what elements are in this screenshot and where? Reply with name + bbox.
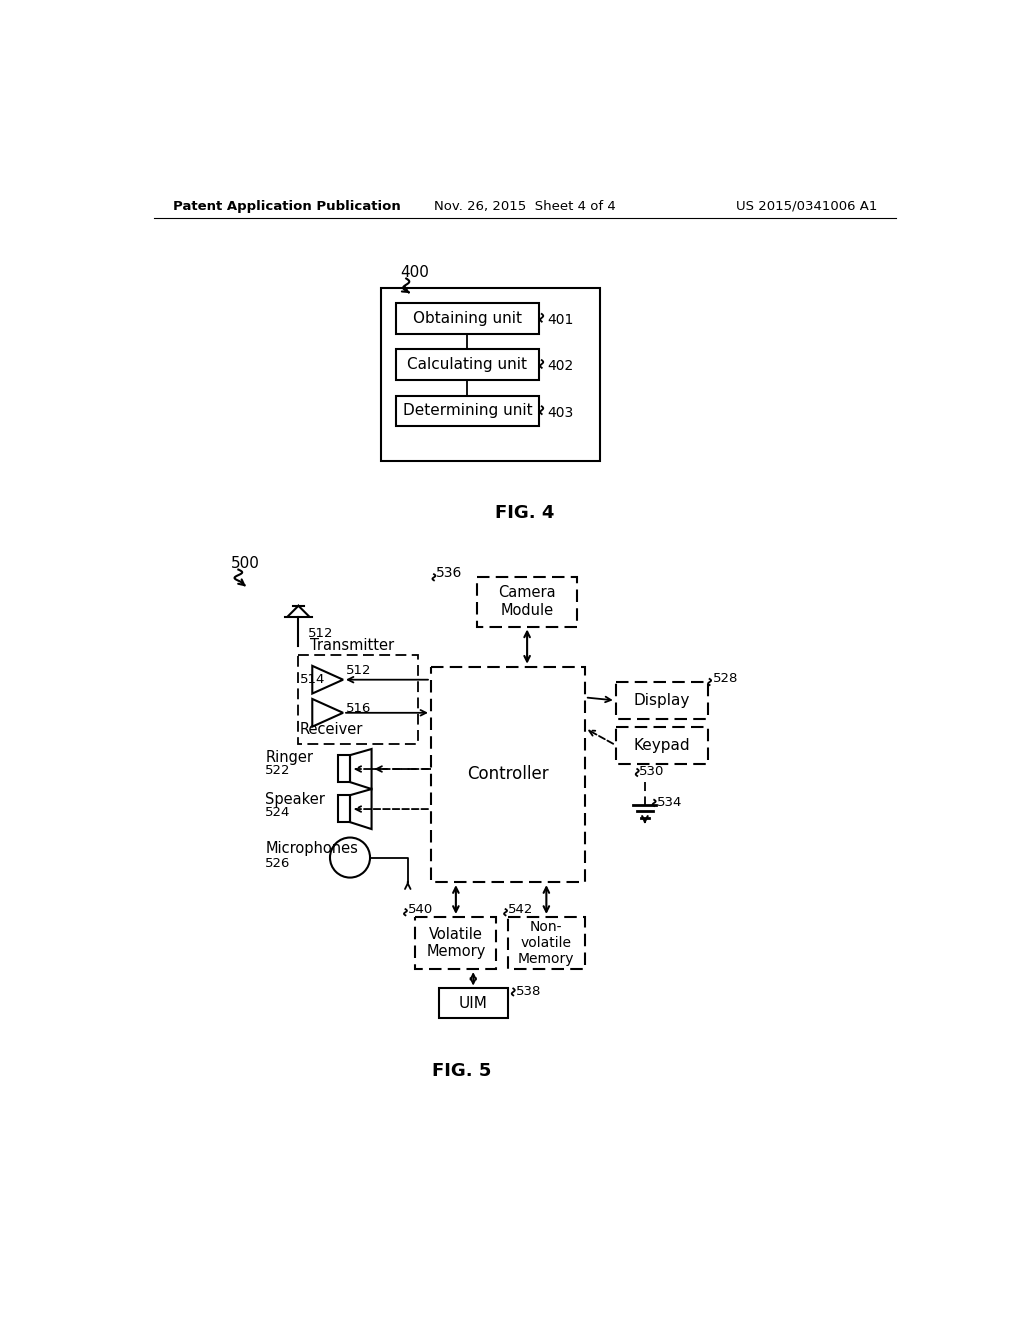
Text: 514: 514 [300, 673, 326, 686]
Bar [298, 655, 418, 743]
Text: Volatile
Memory: Volatile Memory [426, 927, 485, 960]
Text: Display: Display [634, 693, 690, 708]
Text: UIM: UIM [459, 995, 487, 1011]
Text: Camera
Module: Camera Module [499, 585, 556, 618]
Text: Ringer: Ringer [265, 750, 313, 766]
Text: 522: 522 [265, 764, 291, 777]
Text: 512: 512 [346, 664, 372, 677]
Bar [339, 795, 350, 822]
Text: Microphones: Microphones [265, 841, 358, 855]
Text: 516: 516 [346, 702, 372, 714]
Text: 526: 526 [265, 857, 291, 870]
Bar [396, 304, 539, 334]
Text: Keypad: Keypad [634, 738, 690, 752]
Text: 534: 534 [656, 796, 682, 809]
Bar [508, 917, 585, 969]
Text: Controller: Controller [467, 766, 549, 783]
Text: 403: 403 [547, 405, 573, 420]
Bar [339, 755, 350, 781]
Text: 524: 524 [265, 807, 291, 820]
Text: 401: 401 [547, 313, 573, 327]
Text: US 2015/0341006 A1: US 2015/0341006 A1 [736, 199, 878, 213]
Text: 402: 402 [547, 359, 573, 374]
Text: Patent Application Publication: Patent Application Publication [173, 199, 400, 213]
Text: Determining unit: Determining unit [402, 404, 532, 418]
Text: 542: 542 [508, 903, 534, 916]
Text: Non-
volatile
Memory: Non- volatile Memory [518, 920, 574, 966]
Text: Speaker: Speaker [265, 792, 326, 808]
Text: 400: 400 [400, 265, 429, 280]
Text: 530: 530 [639, 764, 665, 777]
Text: Transmitter: Transmitter [310, 639, 394, 653]
Text: Obtaining unit: Obtaining unit [413, 312, 522, 326]
Text: Calculating unit: Calculating unit [408, 358, 527, 372]
Text: 536: 536 [435, 566, 462, 581]
Bar [615, 726, 708, 763]
Bar [438, 989, 508, 1018]
Bar [431, 667, 585, 882]
Bar [396, 350, 539, 380]
Text: Nov. 26, 2015  Sheet 4 of 4: Nov. 26, 2015 Sheet 4 of 4 [434, 199, 615, 213]
Text: Receiver: Receiver [300, 722, 364, 738]
Text: 538: 538 [515, 985, 541, 998]
Text: 540: 540 [408, 903, 433, 916]
Bar [381, 288, 600, 461]
Text: 500: 500 [230, 556, 259, 572]
Text: 512: 512 [308, 627, 334, 640]
Text: FIG. 4: FIG. 4 [496, 504, 554, 521]
Bar [477, 577, 578, 627]
Bar [615, 682, 708, 719]
Bar [416, 917, 497, 969]
Bar [396, 396, 539, 426]
Text: FIG. 5: FIG. 5 [432, 1061, 492, 1080]
Text: 528: 528 [713, 672, 738, 685]
